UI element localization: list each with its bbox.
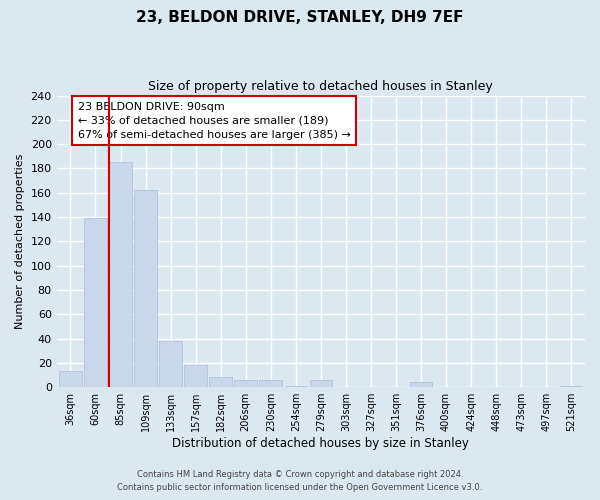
Bar [84,218,107,387]
Text: 23, BELDON DRIVE, STANLEY, DH9 7EF: 23, BELDON DRIVE, STANLEY, DH9 7EF [136,10,464,25]
Text: 23 BELDON DRIVE: 90sqm
← 33% of detached houses are smaller (189)
67% of semi-de: 23 BELDON DRIVE: 90sqm ← 33% of detached… [78,102,351,140]
Bar [209,378,232,387]
Bar [59,372,82,387]
Y-axis label: Number of detached properties: Number of detached properties [15,154,25,329]
X-axis label: Distribution of detached houses by size in Stanley: Distribution of detached houses by size … [172,437,469,450]
Bar [560,386,583,387]
Bar [160,341,182,387]
Bar [259,380,282,387]
Bar [310,380,332,387]
Bar [134,190,157,387]
Title: Size of property relative to detached houses in Stanley: Size of property relative to detached ho… [148,80,493,93]
Text: Contains HM Land Registry data © Crown copyright and database right 2024.
Contai: Contains HM Land Registry data © Crown c… [118,470,482,492]
Bar [410,382,432,387]
Bar [284,386,307,387]
Bar [235,380,257,387]
Bar [184,366,207,387]
Bar [109,162,132,387]
